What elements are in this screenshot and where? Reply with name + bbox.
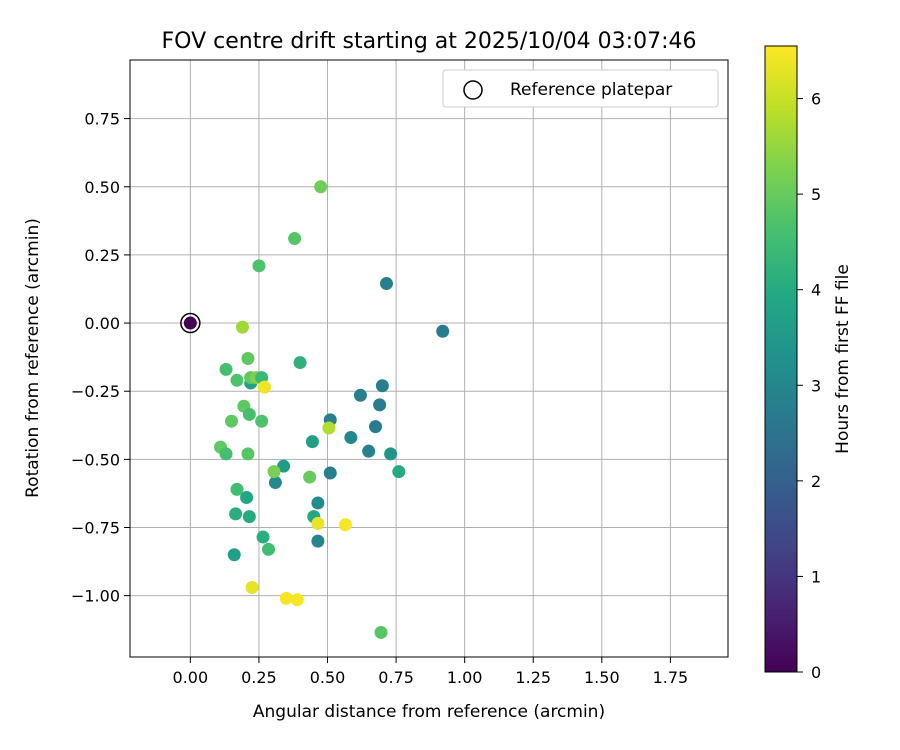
chart-title: FOV centre drift starting at 2025/10/04 …: [162, 29, 697, 54]
data-point: [392, 465, 406, 479]
x-tick-label: 0.75: [378, 668, 414, 687]
data-point: [323, 466, 337, 480]
data-point: [293, 356, 307, 370]
y-tick-label: 0.75: [84, 110, 120, 129]
colorbar-label: Hours from first FF file: [833, 264, 853, 454]
data-point: [235, 320, 249, 334]
data-point: [227, 548, 241, 562]
data-point: [305, 435, 319, 449]
data-point: [256, 530, 270, 544]
legend-marker-circle: [463, 80, 483, 100]
y-tick-label: −0.50: [71, 450, 120, 469]
data-point: [314, 180, 328, 194]
reference-marker: [180, 312, 201, 334]
data-point: [252, 259, 266, 273]
colorbar-tick-label: 3: [811, 376, 821, 395]
x-axis-label: Angular distance from reference (arcmin): [253, 702, 605, 722]
data-point: [241, 352, 255, 365]
colorbar-gradient: [764, 45, 798, 673]
colorbar-tick-label: 0: [811, 663, 821, 682]
data-point: [373, 398, 387, 412]
colorbar: 0 1 2 3 4 5 6 Hours from first FF file: [764, 45, 853, 682]
x-tick-label: 1.50: [584, 668, 620, 687]
data-point: [374, 625, 388, 639]
x-axis-ticks: 0.00 0.25 0.50 0.75 1.00 1.25 1.50 1.75: [173, 657, 689, 687]
data-point: [224, 414, 238, 428]
legend-entry-reference-platepar: Reference platepar: [510, 80, 672, 100]
data-point: [279, 591, 293, 605]
colorbar-tick-label: 5: [811, 185, 821, 204]
data-point: [311, 496, 325, 510]
x-tick-label: 0.25: [241, 668, 277, 687]
data-point: [338, 518, 352, 532]
data-point: [311, 516, 325, 530]
y-tick-label: −0.25: [71, 382, 120, 401]
data-point: [344, 431, 358, 445]
y-tick-label: −1.00: [71, 587, 120, 606]
plot-frame: [129, 59, 729, 658]
y-tick-label: 0.00: [84, 314, 120, 333]
data-point: [288, 232, 302, 246]
colorbar-tick-label: 2: [811, 472, 821, 491]
data-point: [219, 362, 233, 376]
reference-platepar-circle: [180, 312, 201, 334]
data-point: [257, 380, 271, 394]
legend: Reference platepar: [442, 69, 719, 108]
data-point: [245, 580, 259, 594]
data-point: [379, 277, 393, 291]
x-tick-label: 0.00: [173, 668, 209, 687]
data-point: [322, 421, 336, 435]
y-tick-label: 0.50: [84, 178, 120, 197]
data-point: [242, 407, 256, 421]
grid-lines: [130, 60, 728, 657]
x-tick-label: 1.75: [653, 668, 689, 687]
data-point: [230, 373, 244, 387]
data-point: [436, 324, 450, 338]
x-tick-label: 1.25: [515, 668, 551, 687]
legend-box: [442, 69, 719, 108]
data-point: [219, 447, 233, 461]
data-point: [268, 476, 282, 490]
y-tick-label: −0.75: [71, 519, 120, 538]
data-point: [242, 510, 256, 524]
data-point: [183, 316, 197, 330]
y-axis-ticks: −1.00 −0.75 −0.50 −0.25 0.00 0.25 0.50 0.75: [71, 110, 130, 606]
data-point: [255, 414, 269, 428]
colorbar-ticks: 0 1 2 3 4 5 6: [797, 90, 821, 682]
data-point: [362, 444, 376, 458]
data-point: [369, 420, 383, 434]
data-point: [375, 379, 389, 393]
data-point: [240, 491, 254, 505]
x-tick-label: 1.00: [447, 668, 483, 687]
colorbar-tick-label: 4: [811, 281, 821, 300]
y-axis-label: Rotation from reference (arcmin): [23, 218, 43, 498]
data-point: [241, 447, 255, 461]
y-tick-label: 0.25: [84, 246, 120, 265]
data-point: [267, 465, 281, 479]
colorbar-tick-label: 6: [811, 90, 821, 109]
data-point: [262, 542, 276, 556]
data-point: [303, 470, 317, 484]
data-point: [277, 459, 291, 473]
data-point: [229, 507, 243, 521]
data-point: [230, 482, 244, 496]
data-point: [290, 593, 304, 607]
data-point: [311, 534, 325, 548]
scatter-points: [183, 180, 450, 639]
data-point: [384, 447, 398, 461]
x-tick-label: 0.50: [310, 668, 346, 687]
colorbar-tick-label: 1: [811, 567, 821, 586]
data-point: [353, 388, 367, 402]
